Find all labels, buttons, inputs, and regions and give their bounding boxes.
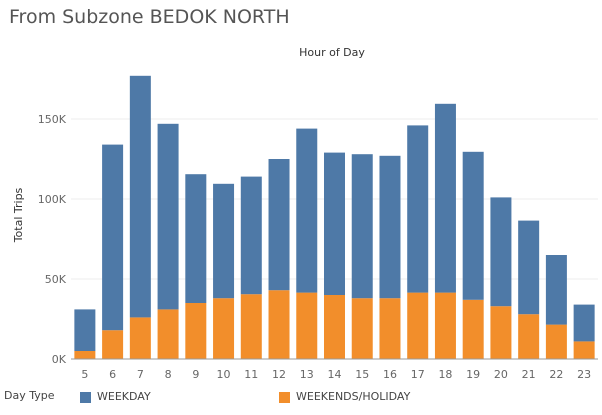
x-tick-label: 18 xyxy=(438,368,452,381)
bar-weekday-9 xyxy=(185,174,207,303)
y-axis-label: Total Trips xyxy=(12,187,25,243)
bar-weekend-10 xyxy=(213,298,235,359)
y-tick-label: 0K xyxy=(52,353,67,366)
legend-title: Day Type xyxy=(4,389,55,402)
x-tick-label: 21 xyxy=(522,368,536,381)
bar-weekend-15 xyxy=(351,298,373,359)
bar-weekday-15 xyxy=(351,154,373,299)
bar-weekday-21 xyxy=(518,220,540,315)
bar-weekday-19 xyxy=(462,151,484,300)
x-tick-label: 9 xyxy=(192,368,199,381)
bar-weekday-16 xyxy=(379,155,401,299)
x-tick-label: 15 xyxy=(355,368,369,381)
bar-weekend-5 xyxy=(74,351,96,359)
bar-weekday-17 xyxy=(407,125,429,293)
bar-weekday-22 xyxy=(545,255,567,325)
bar-weekend-20 xyxy=(490,306,512,359)
bar-weekend-17 xyxy=(407,292,429,359)
bar-weekend-7 xyxy=(129,317,151,359)
bar-weekday-5 xyxy=(74,309,96,351)
bar-weekday-12 xyxy=(268,159,290,291)
y-tick-label: 50K xyxy=(45,273,67,286)
bar-weekend-18 xyxy=(434,292,456,359)
bar-weekend-16 xyxy=(379,298,401,359)
chart-title: From Subzone BEDOK NORTH xyxy=(9,6,290,28)
legend-swatch-weekend xyxy=(279,392,290,403)
x-tick-label: 19 xyxy=(466,368,480,381)
bar-weekend-9 xyxy=(185,303,207,359)
x-tick-label: 11 xyxy=(244,368,258,381)
bar-weekday-10 xyxy=(213,183,235,299)
column-header: Hour of Day xyxy=(299,46,365,59)
bar-weekday-14 xyxy=(324,152,345,295)
y-tick-label: 100K xyxy=(38,193,67,206)
bar-weekend-8 xyxy=(157,309,179,359)
bar-weekday-11 xyxy=(240,176,262,295)
bar-weekday-8 xyxy=(157,123,179,310)
x-tick-label: 5 xyxy=(81,368,88,381)
y-tick-labels: 0K 50K 100K 150K xyxy=(38,113,67,366)
bar-weekday-18 xyxy=(434,103,456,293)
legend-swatch-weekday xyxy=(80,392,91,403)
x-tick-labels: 5 6 7 8 9 10 11 12 13 14 15 16 17 18 19 20 21 22 23 xyxy=(81,368,591,381)
x-tick-label: 7 xyxy=(137,368,144,381)
bar-weekend-6 xyxy=(102,330,124,359)
x-tick-label: 22 xyxy=(549,368,563,381)
bar-weekday-6 xyxy=(102,144,124,331)
bar-weekday-20 xyxy=(490,197,512,307)
x-tick-label: 16 xyxy=(383,368,397,381)
x-tick-label: 10 xyxy=(217,368,231,381)
bar-weekend-22 xyxy=(545,324,567,359)
legend-label-weekend: WEEKENDS/HOLIDAY xyxy=(296,390,411,403)
x-tick-label: 13 xyxy=(300,368,314,381)
bar-weekday-23 xyxy=(573,304,595,342)
legend-label-weekday: WEEKDAY xyxy=(97,390,151,403)
x-tick-label: 8 xyxy=(165,368,172,381)
bar-weekday-13 xyxy=(296,128,318,293)
x-tick-label: 20 xyxy=(494,368,508,381)
x-tick-label: 23 xyxy=(577,368,591,381)
bars xyxy=(74,75,595,359)
bar-weekend-14 xyxy=(324,295,345,359)
y-tick-label: 150K xyxy=(38,113,67,126)
bar-weekend-12 xyxy=(268,290,290,359)
bar-weekday-7 xyxy=(129,75,151,318)
bar-weekend-19 xyxy=(462,299,484,359)
bar-weekend-21 xyxy=(518,314,540,359)
x-tick-label: 14 xyxy=(328,368,342,381)
bar-weekend-13 xyxy=(296,292,318,359)
bar-weekend-11 xyxy=(240,294,262,359)
x-tick-label: 12 xyxy=(272,368,286,381)
x-tick-label: 6 xyxy=(109,368,116,381)
x-tick-label: 17 xyxy=(411,368,425,381)
bar-weekend-23 xyxy=(573,341,595,359)
